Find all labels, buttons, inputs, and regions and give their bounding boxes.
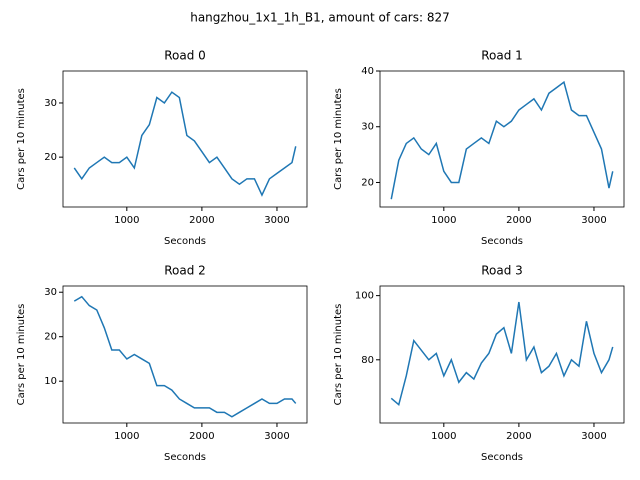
y-axis-label: Cars per 10 minutes	[333, 88, 344, 190]
data-line	[390, 301, 614, 407]
x-tick-label: 3000	[581, 431, 606, 442]
data-line	[390, 80, 614, 200]
subplot-title: Road 2	[164, 264, 206, 278]
y-tick-label: 20	[44, 332, 57, 343]
y-tick-label: 20	[44, 152, 57, 163]
y-tick-label: 40	[361, 66, 374, 77]
axes-frame	[62, 285, 308, 424]
x-tick-label: 2000	[189, 215, 214, 226]
x-axis-label: Seconds	[481, 452, 523, 463]
x-tick-label: 3000	[264, 431, 289, 442]
x-tick-label: 1000	[431, 215, 456, 226]
x-axis-label: Seconds	[481, 236, 523, 247]
axes-frame	[379, 70, 625, 208]
y-axis-label: Cars per 10 minutes	[16, 88, 27, 190]
axes-frame	[379, 285, 625, 424]
x-tick-label: 2000	[506, 431, 531, 442]
subplot-title: Road 0	[164, 49, 206, 63]
y-axis-label: Cars per 10 minutes	[333, 304, 344, 406]
y-axis-label: Cars per 10 minutes	[16, 304, 27, 406]
subplot-title: Road 3	[481, 264, 523, 278]
subplot-title: Road 1	[481, 49, 523, 63]
axes-frame	[62, 70, 308, 208]
x-tick-label: 1000	[431, 431, 456, 442]
y-tick-label: 10	[44, 376, 57, 387]
x-tick-label: 1000	[114, 431, 139, 442]
y-tick-label: 30	[44, 287, 57, 298]
y-tick-label: 30	[361, 122, 374, 133]
data-line	[73, 295, 297, 418]
figure-title: hangzhou_1x1_1h_B1, amount of cars: 827	[190, 11, 450, 25]
y-tick-label: 100	[355, 291, 374, 302]
x-tick-label: 2000	[506, 215, 531, 226]
x-axis-label: Seconds	[164, 452, 206, 463]
x-tick-label: 3000	[581, 215, 606, 226]
x-axis-label: Seconds	[164, 236, 206, 247]
x-tick-label: 1000	[114, 215, 139, 226]
data-line	[73, 91, 297, 197]
x-tick-label: 3000	[264, 215, 289, 226]
y-tick-label: 80	[361, 355, 374, 366]
y-tick-label: 20	[361, 177, 374, 188]
x-tick-label: 2000	[189, 431, 214, 442]
y-tick-label: 30	[44, 98, 57, 109]
